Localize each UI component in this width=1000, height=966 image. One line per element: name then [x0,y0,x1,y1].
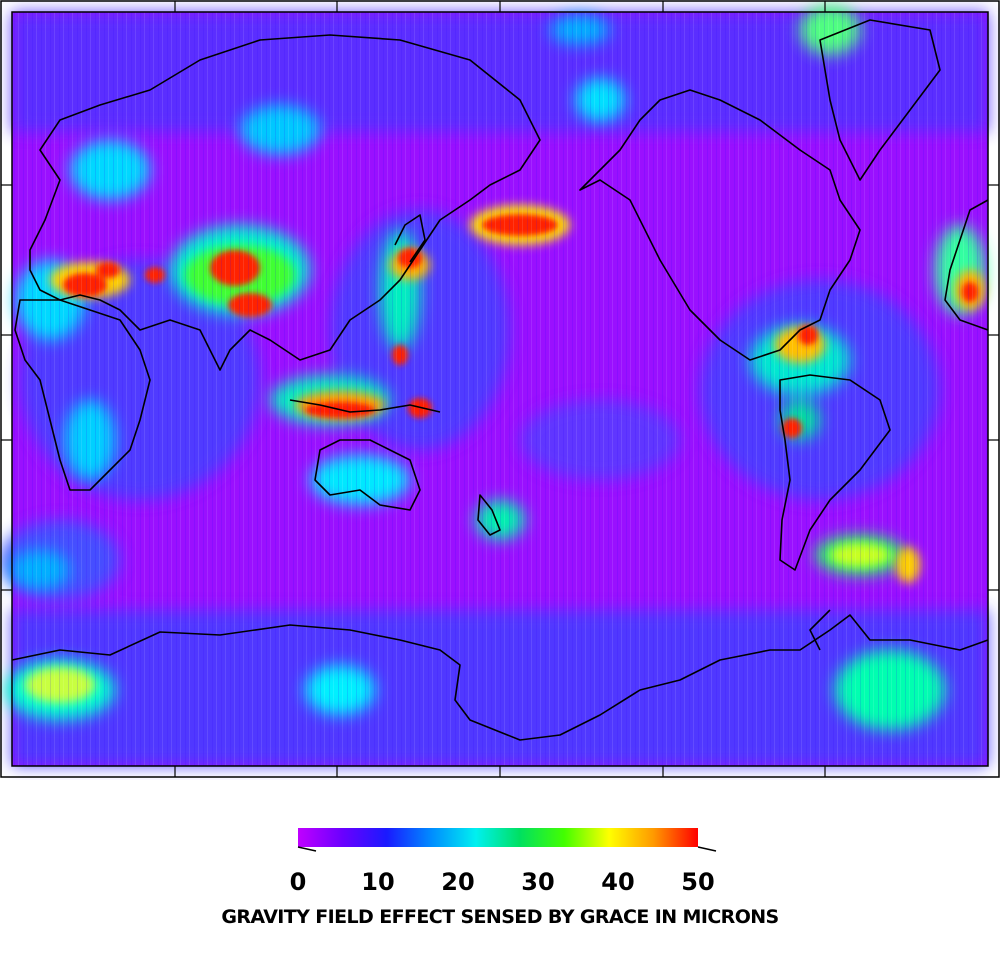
coastline-japan [394,214,426,263]
coastline-antarctic-peninsula [809,609,831,651]
coastlines [11,19,989,741]
colorbar-tick-label: 50 [681,868,714,896]
along-track-striping [12,12,988,766]
colorbar-tick-label: 30 [521,868,554,896]
coastline-australia [314,439,421,511]
colorbar-left-tick [297,846,317,852]
colorbar: 0 10 20 30 40 50 GRAVITY FIELD EFFECT SENSED … [0,800,1000,966]
colorbar-tick-label: 20 [441,868,474,896]
colorbar-tick-label: 10 [361,868,394,896]
coastline-africa [14,299,151,491]
colorbar-title: GRAVITY FIELD EFFECT SENSED BY GRACE IN … [221,906,779,928]
colorbar-svg: 0 10 20 30 40 50 [290,828,717,896]
coastline-eurasia [29,34,541,371]
colorbar-tick-label: 40 [601,868,634,896]
coastline-north-america [579,89,861,361]
colorbar-right-tick [697,846,717,852]
gravity-map [0,0,1000,778]
gravity-map-svg [0,0,1000,778]
coastline-new-zealand [477,494,501,536]
coastline-antarctica [11,614,989,741]
colorbar-tick-labels: 0 10 20 30 40 50 [290,868,715,896]
colorbar-tick-label: 0 [290,868,307,896]
map-frame-border [0,0,1000,778]
coastline-europe-east-wrap [944,199,989,331]
colorbar-gradient [298,828,698,847]
coastline-south-america [779,374,891,571]
coastline-greenland [819,19,941,181]
coastline-indonesia [289,399,441,413]
